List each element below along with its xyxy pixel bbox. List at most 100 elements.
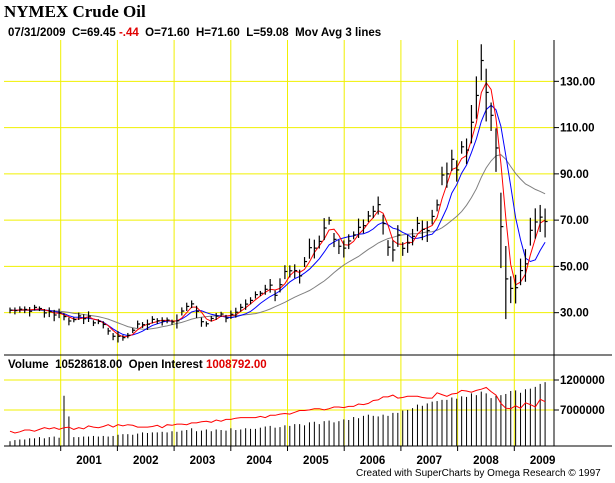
price-bar xyxy=(181,307,185,316)
price-tick-label: 110.00 xyxy=(560,123,595,135)
price-bar xyxy=(333,232,337,248)
open-interest-layer xyxy=(9,386,546,434)
price-bar xyxy=(240,303,244,312)
axis-layer: 30.00 50.00 70.00 90.00 110.00 130.00 2001 2002… xyxy=(4,40,612,467)
price-bar xyxy=(348,234,352,250)
price-bar xyxy=(397,225,401,247)
price-bar xyxy=(382,214,386,235)
price-bar xyxy=(171,319,175,325)
price-bar xyxy=(176,314,180,329)
price-tick-label: 90.00 xyxy=(560,169,589,181)
price-bar-layer xyxy=(9,44,548,343)
price-bar xyxy=(269,278,273,293)
moving-average-layer xyxy=(9,81,546,338)
price-bar xyxy=(426,221,430,242)
price-bar xyxy=(367,210,371,223)
price-change-value: -.44 xyxy=(119,27,139,39)
grid-layer xyxy=(4,40,554,446)
price-bar xyxy=(529,217,533,246)
price-bar xyxy=(495,128,499,172)
price-bar xyxy=(411,228,416,246)
price-bar xyxy=(465,138,470,165)
price-bar xyxy=(235,307,239,318)
price-bar xyxy=(53,309,57,322)
year-tick-label: 2004 xyxy=(246,455,272,467)
price-bar xyxy=(274,290,278,302)
price-bar xyxy=(461,141,465,154)
year-tick-label: 2002 xyxy=(133,455,159,467)
price-bar xyxy=(505,245,509,320)
mov-avg-3-line xyxy=(9,154,546,330)
price-bar xyxy=(289,265,293,278)
volume-tick-label: 7000000 xyxy=(560,405,605,417)
price-bar xyxy=(195,305,200,319)
price-bar xyxy=(210,315,214,322)
price-bar xyxy=(377,196,381,215)
price-bar xyxy=(431,209,435,225)
price-bar xyxy=(161,317,165,326)
price-bar xyxy=(456,160,460,182)
year-tick-label: 2001 xyxy=(76,455,102,467)
price-bar xyxy=(407,235,411,253)
price-bar xyxy=(480,44,484,81)
volume-info-line: Volume 10528618.00 Open Interest 1008792… xyxy=(8,359,267,371)
price-bar xyxy=(249,297,254,305)
price-bar xyxy=(19,306,23,313)
price-bar xyxy=(205,321,209,327)
price-bar xyxy=(485,68,489,122)
price-bar xyxy=(137,320,141,329)
price-bar xyxy=(146,319,150,330)
price-bar xyxy=(392,240,396,262)
price-bar xyxy=(343,240,347,258)
price-bar xyxy=(328,216,332,225)
price-bar xyxy=(107,327,111,335)
price-bar xyxy=(490,102,494,131)
price-bar xyxy=(122,335,126,341)
price-bar xyxy=(220,311,224,317)
price-bar xyxy=(299,269,303,284)
price-bar xyxy=(534,208,538,239)
price-bar xyxy=(141,322,146,328)
price-bar xyxy=(38,306,42,312)
price-bar xyxy=(313,239,317,259)
year-tick-label: 2007 xyxy=(416,455,442,467)
year-tick-label: 2003 xyxy=(190,455,216,467)
open-interest-line xyxy=(9,386,546,434)
year-tick-label: 2009 xyxy=(530,455,556,467)
price-bar xyxy=(68,317,72,326)
year-tick-label: 2006 xyxy=(360,455,386,467)
price-bar xyxy=(470,104,474,144)
price-bar xyxy=(132,327,136,334)
price-tick-label: 130.00 xyxy=(560,76,595,88)
price-bar xyxy=(451,149,455,171)
price-bar xyxy=(215,313,219,320)
price-bar xyxy=(284,265,288,280)
price-bar xyxy=(191,300,195,309)
year-tick-label: 2008 xyxy=(473,455,499,467)
price-bar xyxy=(259,290,263,297)
price-info-line: 07/31/2009 C=69.45 -.44 O=71.60 H=71.60 … xyxy=(8,27,381,39)
price-tick-label: 30.00 xyxy=(560,308,589,320)
price-bar xyxy=(230,310,234,319)
mov-avg-1-line xyxy=(9,81,546,338)
price-bar xyxy=(97,319,101,325)
price-bar xyxy=(73,317,77,323)
price-bar xyxy=(515,274,519,304)
price-bar xyxy=(112,333,116,341)
price-bar xyxy=(279,278,283,293)
price-bar xyxy=(264,284,268,295)
price-bar xyxy=(294,264,298,279)
chart-title: NYMEX Crude Oil xyxy=(4,2,146,21)
price-bar xyxy=(318,235,322,249)
price-bar xyxy=(416,216,420,232)
price-bar xyxy=(254,291,258,299)
price-bar xyxy=(43,309,47,318)
price-bar xyxy=(357,218,362,238)
volume-layer xyxy=(9,382,546,446)
price-bar xyxy=(353,231,357,240)
price-bar xyxy=(436,199,440,212)
price-bar xyxy=(362,219,366,234)
price-bar xyxy=(166,317,170,324)
price-bar xyxy=(387,240,391,256)
